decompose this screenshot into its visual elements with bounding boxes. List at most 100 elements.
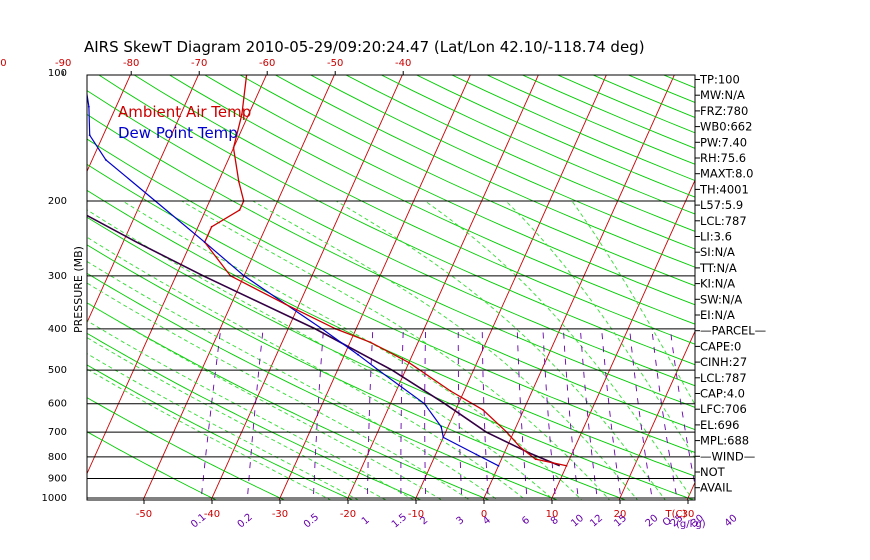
dry-adiabat-line bbox=[450, 75, 695, 182]
mixing-ratio-unit: (g/kg) bbox=[676, 519, 706, 530]
dry-adiabat-line bbox=[87, 431, 218, 500]
dew-point-point bbox=[442, 436, 445, 439]
mixing-ratio-line bbox=[246, 328, 264, 500]
dry-adiabat-line bbox=[87, 113, 695, 408]
top-temp-label: -50 bbox=[327, 58, 343, 69]
index-label: CAP:4.0 bbox=[700, 387, 745, 401]
index-label: —PARCEL— bbox=[700, 324, 766, 338]
mixing-ratio-label: 20 bbox=[644, 513, 661, 530]
dry-adiabat-line bbox=[87, 302, 491, 500]
mixing-ratio-label: 2 bbox=[418, 515, 430, 528]
pressure-tick-label: 100 bbox=[48, 68, 67, 79]
pressure-tick-label: 400 bbox=[48, 324, 67, 335]
dry-adiabat-line bbox=[87, 397, 286, 500]
moist-adiabat-line bbox=[252, 200, 639, 500]
dry-adiabat-line bbox=[87, 244, 627, 500]
dew-point-point bbox=[104, 158, 107, 161]
bottom-temp-label: -40 bbox=[204, 509, 220, 520]
air-temperature-point bbox=[519, 446, 522, 449]
dry-adiabat-line bbox=[98, 75, 695, 366]
plot-border bbox=[86, 74, 696, 501]
index-label: EL:696 bbox=[700, 418, 740, 432]
index-label: TT:N/A bbox=[699, 261, 737, 275]
mixing-ratio-label: 0.2 bbox=[236, 512, 255, 531]
index-label: MAXT:8.0 bbox=[700, 167, 753, 181]
mixing-ratio-label: 4 bbox=[481, 515, 493, 528]
pressure-tick-label: 700 bbox=[48, 427, 67, 438]
air-temperature-point bbox=[237, 180, 240, 183]
bottom-temperature-tick-labels: -50 -40 -30 -20 -10 0 10 20 30T(C) bbox=[136, 509, 695, 520]
pressure-tick-label: 600 bbox=[48, 399, 67, 410]
legend-air-temp: Ambient Air Temp bbox=[118, 103, 251, 121]
index-label: L57:5.9 bbox=[700, 198, 743, 212]
air-temperature-point bbox=[534, 458, 537, 461]
mixing-ratio-line bbox=[200, 328, 222, 500]
mixing-ratio-label: 0.5 bbox=[302, 512, 321, 531]
dew-point-point bbox=[203, 241, 206, 244]
dry-adiabat-line bbox=[309, 75, 695, 250]
mixing-ratio-line bbox=[542, 328, 557, 500]
index-label: KI:N/A bbox=[700, 277, 735, 291]
bottom-temp-label: -50 bbox=[136, 509, 152, 520]
dew-point-point bbox=[87, 105, 90, 108]
dry-adiabat-line bbox=[87, 272, 559, 500]
dry-adiabat-line bbox=[662, 75, 695, 89]
air-temperature-point bbox=[238, 209, 241, 211]
air-temperature-point bbox=[246, 72, 248, 74]
pressure-tick-label: 800 bbox=[48, 452, 67, 463]
isotherm-line bbox=[482, 75, 675, 500]
mixing-ratio-label: 10 bbox=[569, 513, 586, 530]
index-label: MW:N/A bbox=[700, 88, 745, 102]
moist-adiabat-line bbox=[87, 236, 527, 500]
isotherm-line bbox=[752, 73, 870, 507]
top-temperature-tick-labels: -120-110-100-90-80-70-60-50-40 bbox=[0, 58, 411, 69]
index-label: LFC:706 bbox=[700, 402, 747, 416]
dry-adiabat-line bbox=[87, 163, 695, 453]
isotherm-line bbox=[278, 75, 471, 500]
isotherm-line bbox=[87, 75, 199, 324]
dry-adiabat-line bbox=[274, 75, 695, 268]
bottom-temp-label: 0 bbox=[481, 509, 487, 520]
mixing-ratio-label: 12 bbox=[588, 513, 605, 530]
top-temp-label: -100 bbox=[0, 58, 7, 69]
index-label: MPL:688 bbox=[700, 434, 749, 448]
dry-adiabat-line bbox=[87, 138, 695, 431]
dry-adiabat-line bbox=[87, 90, 695, 387]
index-label: CINH:27 bbox=[700, 355, 747, 369]
moist-adiabat-line bbox=[87, 282, 471, 500]
legend-dew-point: Dew Point Temp bbox=[118, 124, 238, 142]
air-temperature-point bbox=[284, 303, 287, 306]
isotherm-line bbox=[0, 73, 63, 507]
index-label: EI:N/A bbox=[700, 308, 735, 322]
mixing-ratio-label: 1 bbox=[360, 515, 372, 528]
index-label: CAPE:0 bbox=[700, 339, 741, 353]
air-temperature-point bbox=[240, 113, 243, 116]
isotherm-line bbox=[87, 75, 131, 173]
mixing-ratio-line bbox=[367, 328, 374, 500]
isotherm-line bbox=[346, 75, 539, 500]
moist-adiabat-line bbox=[87, 368, 332, 500]
pressure-tick-labels: 100 200 300 400 500 600 700 800 900 1000 bbox=[42, 68, 67, 504]
mixing-ratio-line bbox=[457, 328, 463, 500]
dew-point-point bbox=[88, 134, 91, 137]
index-label: LI:3.6 bbox=[700, 230, 732, 244]
dry-adiabat-line bbox=[239, 75, 695, 287]
index-label: SW:N/A bbox=[700, 292, 742, 306]
index-label: WB0:662 bbox=[700, 120, 752, 134]
index-label: AVAIL bbox=[700, 481, 733, 495]
mixing-ratio-line bbox=[669, 328, 695, 488]
dry-adiabat-line bbox=[87, 189, 695, 477]
dry-adiabat-line bbox=[203, 75, 695, 306]
dry-adiabat-line bbox=[87, 364, 354, 500]
top-temp-label: -70 bbox=[191, 58, 207, 69]
dew-point-point bbox=[83, 72, 85, 74]
dew-point-point bbox=[440, 425, 443, 428]
mixing-ratio-label: 3 bbox=[455, 515, 467, 528]
dry-adiabat-line bbox=[133, 75, 695, 345]
bottom-temp-label: 10 bbox=[546, 509, 559, 520]
dew-point-point bbox=[357, 353, 359, 356]
air-temperature-point bbox=[232, 147, 235, 149]
mixing-ratio-label: 8 bbox=[549, 515, 561, 528]
index-label: LCL:787 bbox=[700, 214, 747, 228]
